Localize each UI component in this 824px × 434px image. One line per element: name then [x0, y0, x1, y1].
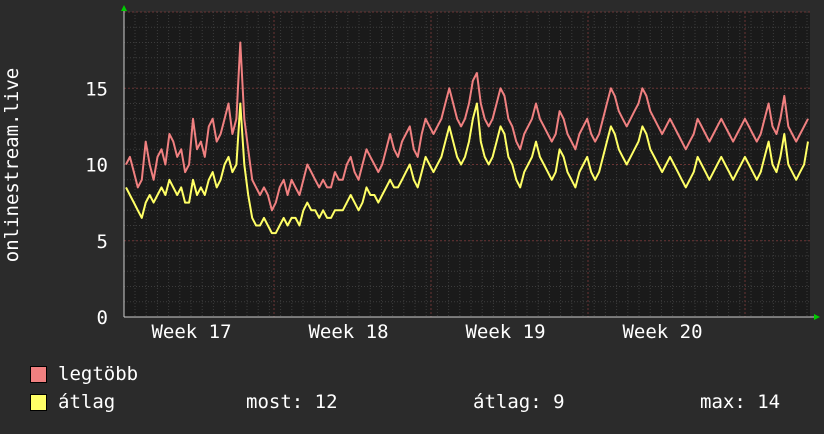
- x-tick-labels: Week 17 Week 18 Week 19 Week 20: [151, 321, 702, 343]
- x-axis-arrow: [814, 314, 820, 320]
- legend-row-avg: átlag most: 12 átlag: 9 max: 14: [30, 389, 810, 415]
- series-line-max: [125, 41, 809, 212]
- y-tick-labels: 0 5 10 15: [85, 78, 108, 329]
- legend-swatch-avg: [30, 394, 47, 411]
- stat-atlag: átlag: 9: [473, 391, 565, 413]
- stat-most: most: 12: [246, 391, 338, 413]
- legend-row-max: legtöbb: [30, 361, 810, 387]
- y-tick-label: 0: [97, 307, 108, 329]
- legend-swatch-max: [30, 366, 47, 383]
- x-tick-label: Week 18: [308, 321, 388, 343]
- series-layer: [125, 41, 809, 235]
- legend-label-max: legtöbb: [58, 363, 139, 385]
- x-tick-label: Week 20: [622, 321, 702, 343]
- y-axis-arrow: [121, 5, 127, 11]
- axes: [121, 5, 820, 320]
- stat-max: max: 14: [700, 391, 781, 413]
- legend-label-avg: átlag: [58, 391, 116, 413]
- series-line-avg: [125, 102, 809, 235]
- y-tick-label: 5: [97, 231, 108, 253]
- y-tick-label: 10: [85, 155, 108, 177]
- y-axis-label: onlinestream.live: [1, 68, 23, 262]
- x-tick-label: Week 17: [151, 321, 231, 343]
- x-tick-label: Week 19: [465, 321, 545, 343]
- y-tick-label: 15: [85, 78, 108, 100]
